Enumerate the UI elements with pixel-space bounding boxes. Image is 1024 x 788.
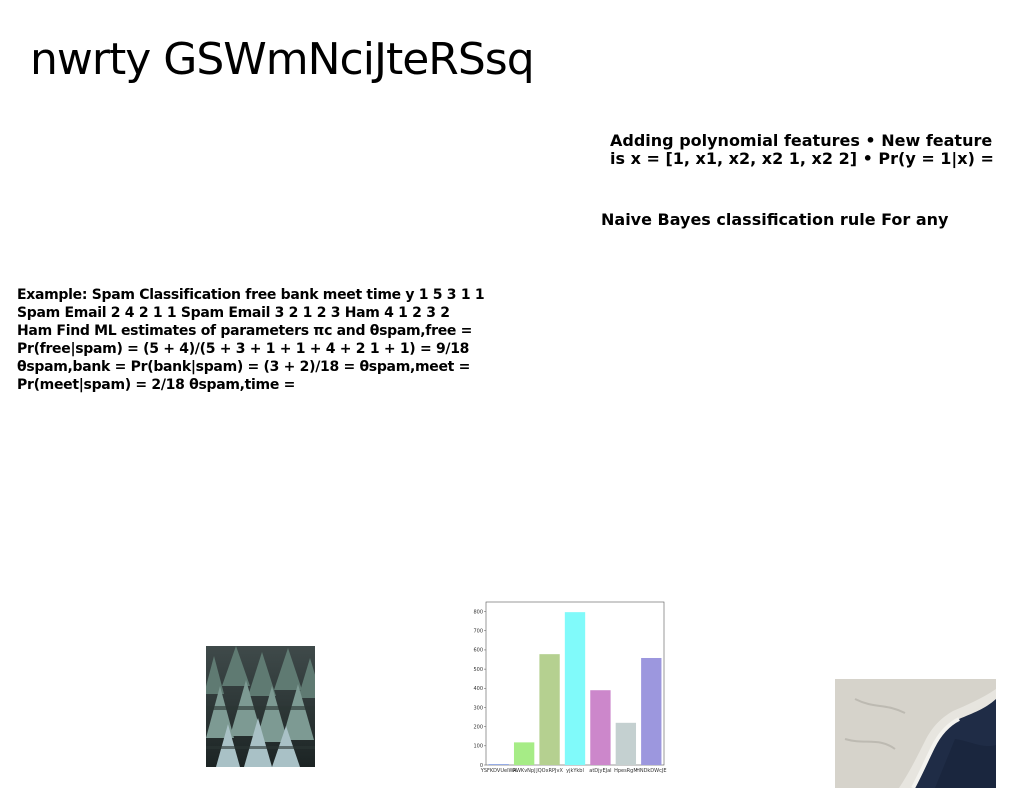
- x-tick-label: atDjyEJal: [589, 768, 611, 774]
- bar: [615, 722, 637, 765]
- wave-shore-image: [835, 679, 996, 788]
- bar: [641, 657, 662, 765]
- x-tick-label: RWKvNpJ: [513, 768, 536, 774]
- x-tick-label: yjkYkbl: [566, 768, 584, 774]
- slide-title: nwrty GSWmNciJteRSsq: [30, 34, 535, 85]
- y-tick-label: 0: [480, 763, 483, 769]
- y-tick-label: 300: [473, 705, 483, 711]
- y-tick-label: 500: [473, 667, 483, 673]
- bar: [590, 690, 611, 765]
- forest-image: [206, 646, 315, 767]
- naive-bayes-text: Naive Bayes classification rule For any: [601, 210, 949, 229]
- bar: [488, 764, 509, 765]
- x-tick-label: HpesRgM: [614, 768, 638, 774]
- y-tick-label: 800: [473, 609, 483, 615]
- y-tick-label: 200: [473, 724, 483, 730]
- y-tick-label: 600: [473, 648, 483, 654]
- bar: [539, 654, 560, 765]
- bar: [564, 612, 586, 765]
- x-tick-label: JQOxRPJvX: [535, 768, 563, 774]
- bar-chart: 0 100 200 300 400 500 600 700 800 YSFKDVUeIWARWK…: [473, 601, 667, 774]
- polynomial-features-text: Adding polynomial features • New feature…: [610, 131, 994, 168]
- y-tick-label: 700: [473, 629, 483, 635]
- spam-example-text: Example: Spam Classification free bank m…: [17, 287, 485, 393]
- y-tick-label: 400: [473, 686, 483, 692]
- y-tick-label: 100: [473, 744, 483, 750]
- x-tick-label: HNDkDWcJE: [636, 768, 666, 774]
- x-tick-label: YSFKDVUeIWA: [480, 768, 517, 774]
- bar: [513, 742, 535, 765]
